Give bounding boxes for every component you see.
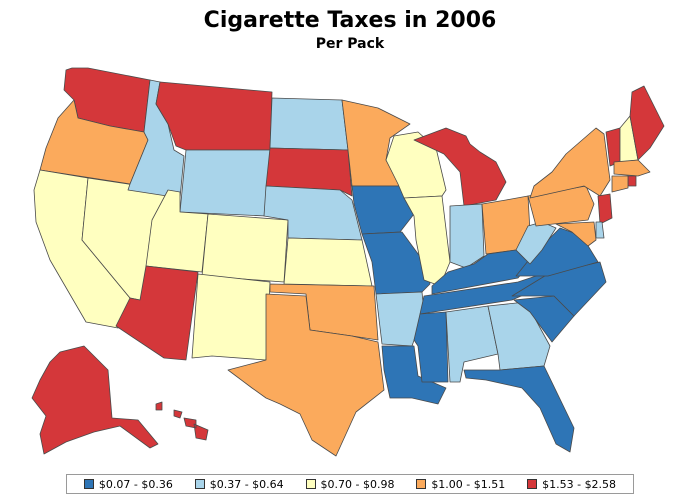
- state-ny: [529, 127, 611, 199]
- state-tx: [227, 293, 385, 457]
- state-mt: [155, 81, 273, 151]
- state-vt: [605, 127, 621, 167]
- state-az: [115, 265, 199, 361]
- state-nj: [597, 193, 613, 225]
- legend-item: $1.00 - $1.51: [416, 478, 505, 491]
- map-subtitle: Per Pack: [315, 36, 385, 52]
- state-de: [595, 221, 605, 239]
- state-ak: [31, 345, 159, 455]
- legend-item: $1.53 - $2.58: [527, 478, 616, 491]
- legend-item: $0.70 - $0.98: [305, 477, 395, 491]
- state-mi: [413, 127, 507, 207]
- legend-label: $0.07 - $0.36: [98, 477, 173, 491]
- legend-label: $0.70 - $0.98: [320, 477, 395, 491]
- legend-swatch: [305, 479, 316, 489]
- legend-label: $0.37 - $0.64: [209, 477, 284, 491]
- state-la: [381, 345, 447, 405]
- legend-item: $0.37 - $0.64: [194, 477, 284, 491]
- legend-swatch: [527, 479, 538, 489]
- legend-swatch: [416, 479, 427, 489]
- map-title: Cigarette Taxes in 2006: [203, 8, 497, 33]
- state-sc: [513, 295, 575, 343]
- state-wv: [515, 221, 557, 265]
- legend: $0.07 - $0.36 $0.37 - $0.64 $0.70 - $0.98 $…: [66, 474, 634, 494]
- state-mo: [361, 231, 431, 295]
- legend-label: $1.53 - $2.58: [542, 477, 617, 491]
- state-ri: [627, 175, 637, 187]
- legend-swatch: [194, 479, 205, 489]
- state-nd: [269, 97, 349, 151]
- legend-item: $0.07 - $0.36: [83, 477, 173, 491]
- state-wi: [385, 131, 447, 199]
- state-ks: [283, 237, 373, 287]
- state-in: [449, 203, 485, 269]
- state-hi: [155, 401, 209, 441]
- state-md: [555, 221, 597, 247]
- legend-label: $1.00 - $1.51: [431, 477, 506, 491]
- state-ms: [413, 311, 449, 383]
- state-nm: [191, 273, 271, 361]
- state-il: [403, 195, 451, 287]
- state-fl: [463, 365, 575, 453]
- state-ma: [613, 159, 651, 177]
- legend-swatch: [83, 479, 94, 489]
- state-ct: [611, 175, 629, 193]
- state-wy: [179, 149, 271, 217]
- state-sd: [265, 147, 353, 197]
- state-co: [201, 213, 289, 283]
